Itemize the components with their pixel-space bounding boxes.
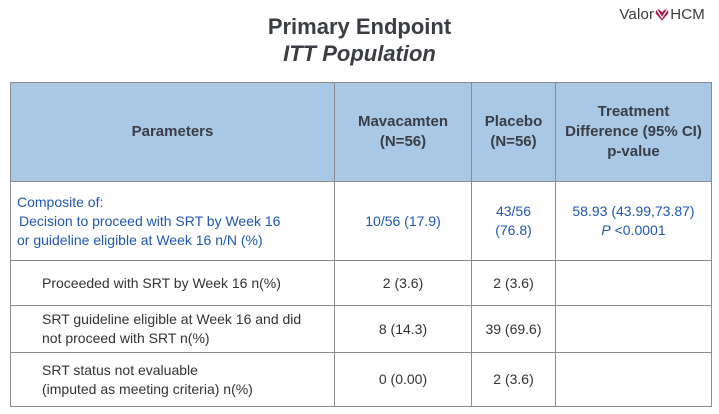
page-title: Primary Endpoint — [267, 14, 452, 39]
row-mavacamten: 2 (3.6) — [334, 260, 472, 306]
composite-placebo: 43/56 (76.8) — [471, 181, 556, 261]
composite-difference: 58.93 (43.99,73.87) P <0.0001 — [555, 181, 712, 261]
row-mavacamten: 0 (0.00) — [334, 352, 472, 407]
endpoint-table: Parameters Mavacamten (N=56) Placebo (N=… — [10, 82, 712, 407]
logo-text-valor: Valor — [619, 6, 655, 23]
row-placebo: 2 (3.6) — [471, 352, 556, 407]
table-row: SRT guideline eligible at Week 16 and di… — [10, 305, 712, 353]
header-mavacamten: Mavacamten (N=56) — [334, 82, 472, 182]
row-difference-empty — [555, 305, 712, 353]
title-block: Primary Endpoint ITT Population — [0, 13, 719, 67]
header-placebo: Placebo (N=56) — [471, 82, 556, 182]
composite-label: Composite of: Decision to proceed with S… — [10, 181, 335, 261]
composite-mavacamten: 10/56 (17.9) — [334, 181, 472, 261]
table-header-row: Parameters Mavacamten (N=56) Placebo (N=… — [10, 82, 712, 182]
page-subtitle: ITT Population — [283, 41, 436, 66]
logo-text-hcm: HCM — [670, 6, 705, 23]
valorhcm-logo: Valor HCM — [619, 6, 705, 23]
row-placebo: 2 (3.6) — [471, 260, 556, 306]
row-difference-empty — [555, 352, 712, 407]
row-label: Proceeded with SRT by Week 16 n(%) — [10, 260, 335, 306]
row-placebo: 39 (69.6) — [471, 305, 556, 353]
row-mavacamten: 8 (14.3) — [334, 305, 472, 353]
p-value: <0.0001 — [614, 222, 666, 238]
header-parameters: Parameters — [10, 82, 335, 182]
table-row: Proceeded with SRT by Week 16 n(%) 2 (3.… — [10, 260, 712, 306]
header-treatment-difference: Treatment Difference (95% CI) p-value — [555, 82, 712, 182]
table-row-composite: Composite of: Decision to proceed with S… — [10, 181, 712, 261]
table-row: SRT status not evaluable (imputed as mee… — [10, 352, 712, 407]
heart-icon — [655, 8, 669, 21]
row-label: SRT guideline eligible at Week 16 and di… — [10, 305, 335, 353]
p-prefix: P — [601, 222, 611, 238]
row-difference-empty — [555, 260, 712, 306]
row-label: SRT status not evaluable (imputed as mee… — [10, 352, 335, 407]
